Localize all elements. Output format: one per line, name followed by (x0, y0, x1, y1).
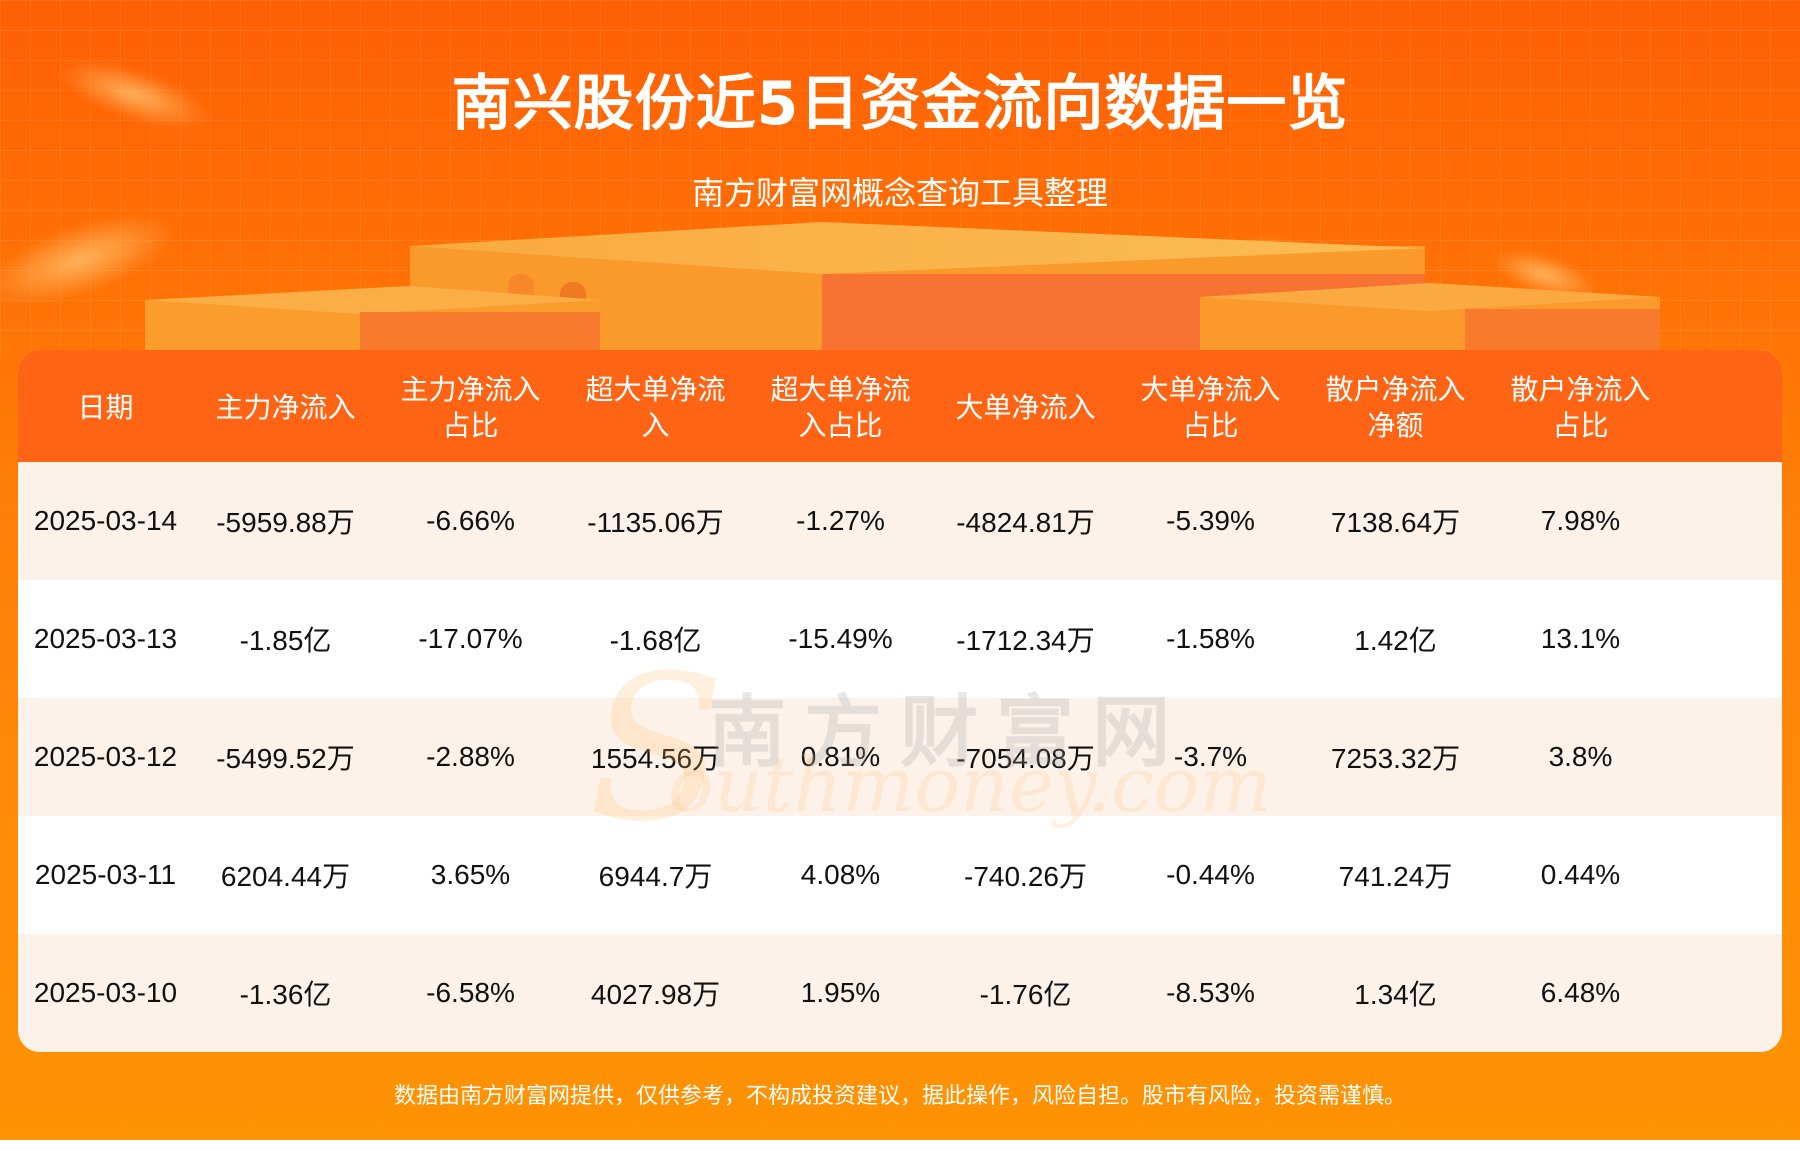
table-row: 2025-03-11 6204.44万 3.65% 6944.7万 4.08% … (18, 816, 1782, 934)
page-title: 南兴股份近5日资金流向数据一览 (451, 69, 1349, 139)
page-subtitle: 南方财富网概念查询工具整理 (691, 174, 1108, 212)
cell-main-net-inflow-ratio: 3.65% (430, 859, 511, 890)
table-row: 2025-03-10 -1.36亿 -6.58% 4027.98万 1.95% … (18, 934, 1782, 1052)
cell-large-net-inflow: -4824.81万 (956, 507, 1095, 538)
cell-super-large-net-inflow: 4027.98万 (590, 979, 721, 1010)
cell-main-net-inflow: -1.85亿 (239, 625, 332, 656)
table-row: 2025-03-14 -5959.88万 -6.66% -1135.06万 -1… (18, 462, 1782, 580)
column-header-super-large-net-inflow-ratio: 超大单净流 入占比 (770, 373, 911, 442)
table-row: 2025-03-13 -1.85亿 -17.07% -1.68亿 -15.49%… (18, 580, 1782, 698)
column-header-main-net-inflow-ratio: 主力净流入 占比 (400, 373, 541, 442)
disclaimer-text: 数据由南方财富网提供，仅供参考，不构成投资建议，据此操作，风险自担。股市有风险，… (393, 1084, 1406, 1109)
cell-super-large-net-inflow-ratio: 1.95% (800, 977, 881, 1008)
cell-super-large-net-inflow-ratio: -1.27% (796, 505, 885, 536)
cell-large-net-inflow-ratio: -0.44% (1166, 859, 1255, 890)
table-body: S 南方财富网 outhmoney.com 2025-03-14 -5959.8… (18, 462, 1782, 1052)
cell-super-large-net-inflow: -1135.06万 (587, 507, 724, 538)
cell-date: 2025-03-11 (34, 859, 177, 890)
podium-left (145, 286, 600, 356)
cell-main-net-inflow-ratio: -17.07% (418, 623, 523, 654)
cell-retail-net-inflow-ratio: 0.44% (1540, 859, 1621, 890)
cell-date: 2025-03-13 (33, 623, 178, 654)
cell-super-large-net-inflow: -1.68亿 (609, 625, 702, 656)
column-header-retail-net-inflow-ratio: 散户净流入 占比 (1510, 373, 1651, 442)
cell-super-large-net-inflow-ratio: 0.81% (800, 741, 881, 772)
cell-retail-net-inflow: 7253.32万 (1330, 743, 1461, 774)
podium-right (1200, 283, 1660, 353)
column-header-date: 日期 (77, 391, 134, 424)
cell-retail-net-inflow: 741.24万 (1338, 861, 1453, 892)
cell-retail-net-inflow: 1.34亿 (1354, 979, 1437, 1010)
cell-main-net-inflow: -5959.88万 (216, 507, 355, 538)
column-header-large-net-inflow-ratio: 大单净流入 占比 (1140, 373, 1281, 442)
cell-date: 2025-03-14 (33, 505, 178, 536)
cell-super-large-net-inflow: 1554.56万 (590, 743, 721, 774)
cell-large-net-inflow-ratio: -1.58% (1166, 623, 1255, 654)
cell-main-net-inflow-ratio: -6.58% (426, 977, 515, 1008)
cell-large-net-inflow-ratio: -5.39% (1166, 505, 1255, 536)
table-header: 日期 主力净流入 主力净流入 占比 超大单净流入 超大单净流 入占比 大单净流入 大… (18, 350, 1782, 462)
cell-retail-net-inflow-ratio: 6.48% (1540, 977, 1621, 1008)
cell-main-net-inflow: -5499.52万 (216, 743, 355, 774)
cell-main-net-inflow: 6204.44万 (220, 861, 351, 892)
cell-date: 2025-03-12 (33, 741, 178, 772)
column-header-super-large-net-inflow: 超大单净流入 (585, 373, 726, 442)
cell-retail-net-inflow-ratio: 3.8% (1548, 741, 1613, 772)
cell-retail-net-inflow: 7138.64万 (1330, 507, 1461, 538)
cell-main-net-inflow: -1.36亿 (239, 979, 332, 1010)
cell-large-net-inflow: -740.26万 (964, 861, 1087, 892)
cell-large-net-inflow-ratio: -3.7% (1173, 741, 1248, 772)
cell-large-net-inflow: -1.76亿 (979, 979, 1072, 1010)
column-header-retail-net-inflow: 散户净流入 净额 (1325, 373, 1466, 442)
cell-date: 2025-03-10 (33, 977, 178, 1008)
column-header-main-net-inflow: 主力净流入 (215, 391, 356, 424)
cell-retail-net-inflow: 1.42亿 (1354, 625, 1437, 656)
cell-super-large-net-inflow-ratio: -15.49% (788, 623, 893, 654)
column-header-large-net-inflow: 大单净流入 (955, 391, 1096, 424)
cell-super-large-net-inflow: 6944.7万 (598, 861, 713, 892)
table-row: 2025-03-12 -5499.52万 -2.88% 1554.56万 0.8… (18, 698, 1782, 816)
cell-retail-net-inflow-ratio: 7.98% (1540, 505, 1621, 536)
cell-large-net-inflow: -7054.08万 (956, 743, 1095, 774)
cell-main-net-inflow-ratio: -2.88% (426, 741, 515, 772)
cell-main-net-inflow-ratio: -6.66% (426, 505, 515, 536)
fund-flow-table: 日期 主力净流入 主力净流入 占比 超大单净流入 超大单净流 入占比 大单净流入 大… (18, 350, 1782, 1052)
cell-large-net-inflow-ratio: -8.53% (1166, 977, 1255, 1008)
cell-retail-net-inflow-ratio: 13.1% (1540, 623, 1621, 654)
cell-large-net-inflow: -1712.34万 (956, 625, 1095, 656)
cell-super-large-net-inflow-ratio: 4.08% (800, 859, 881, 890)
